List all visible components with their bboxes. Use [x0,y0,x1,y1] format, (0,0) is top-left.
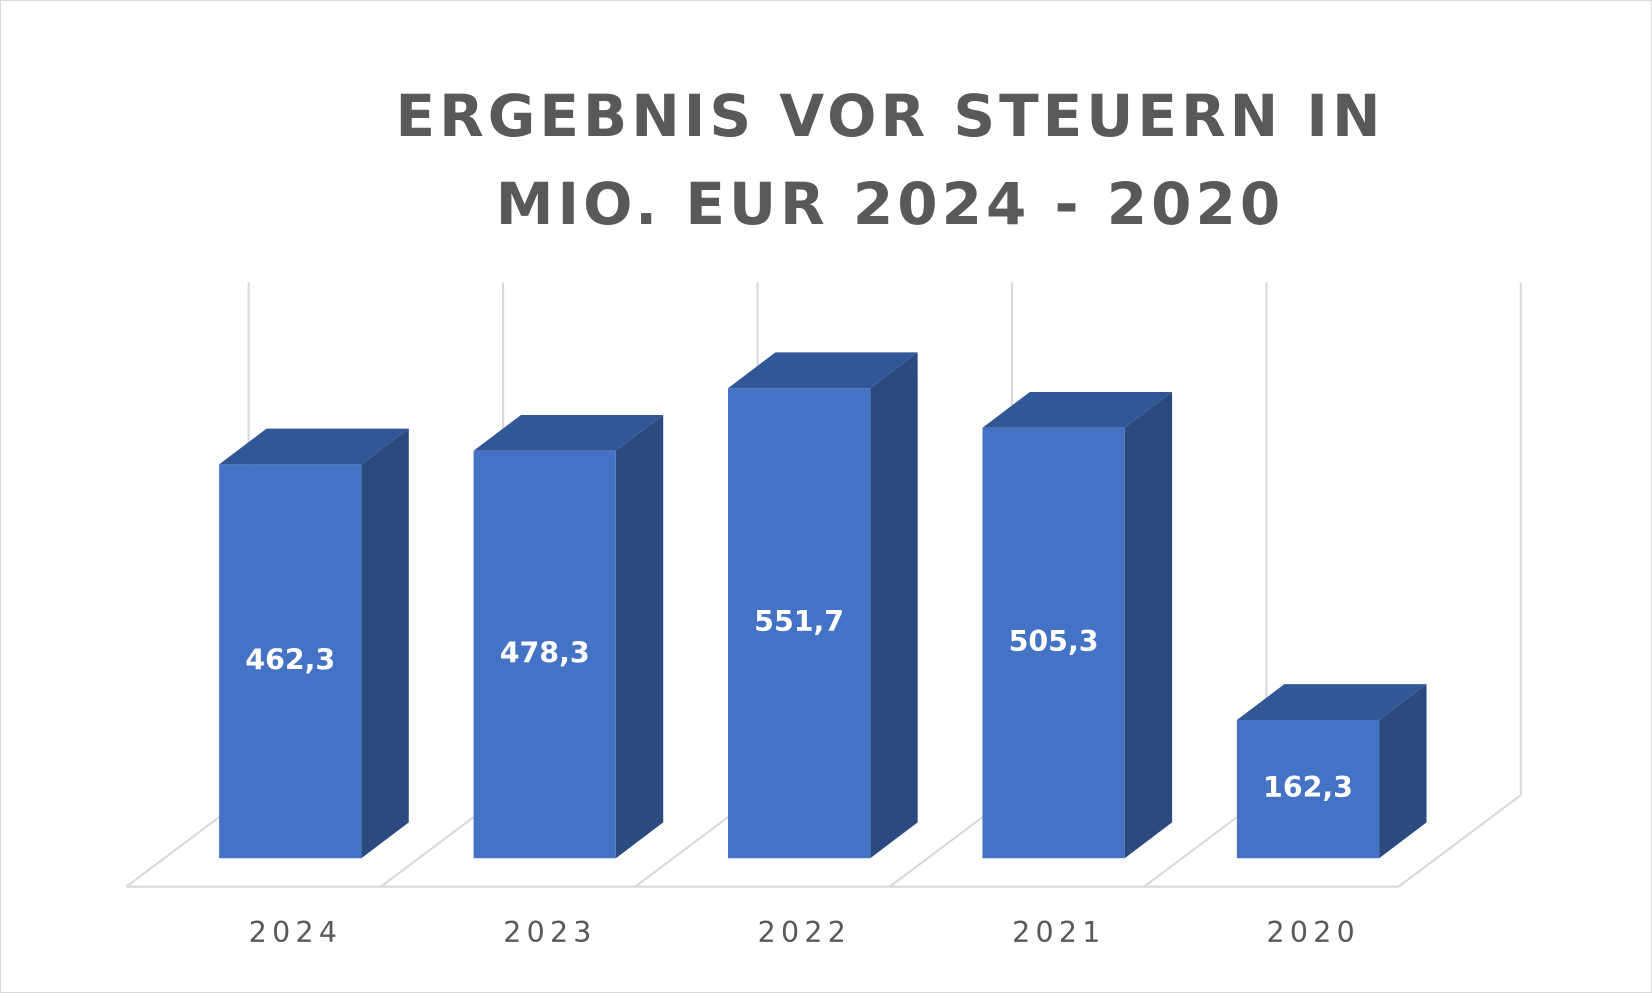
bar [473,450,616,859]
bar-side [615,414,664,859]
chart-title: ERGEBNIS VOR STEUERN IN MIO. EUR 2024 - … [395,82,1385,238]
bar-top [219,428,409,465]
x-tick-label: 2022 [758,916,851,949]
floor-line [1397,794,1522,888]
bar-side [1124,391,1173,859]
bar-top [473,414,664,451]
bar-top [728,352,918,389]
x-tick-label: 2020 [1267,916,1360,949]
x-tick-label: 2023 [503,916,596,949]
x-tick-label: 2021 [1012,916,1105,949]
bar-top [1236,684,1427,720]
value-label: 505,3 [1009,625,1099,658]
value-label: 462,3 [245,643,335,676]
bar-side [870,352,918,859]
bar [1236,719,1380,859]
x-tick-label: 2024 [249,916,342,949]
bar-top [982,391,1173,428]
bar-side [1379,684,1427,859]
value-label: 162,3 [1263,771,1353,804]
value-label: 478,3 [500,636,590,669]
value-label: 551,7 [754,605,844,638]
bar-side [361,428,409,859]
bar [728,388,871,859]
bar [219,464,362,859]
bar [982,427,1125,859]
